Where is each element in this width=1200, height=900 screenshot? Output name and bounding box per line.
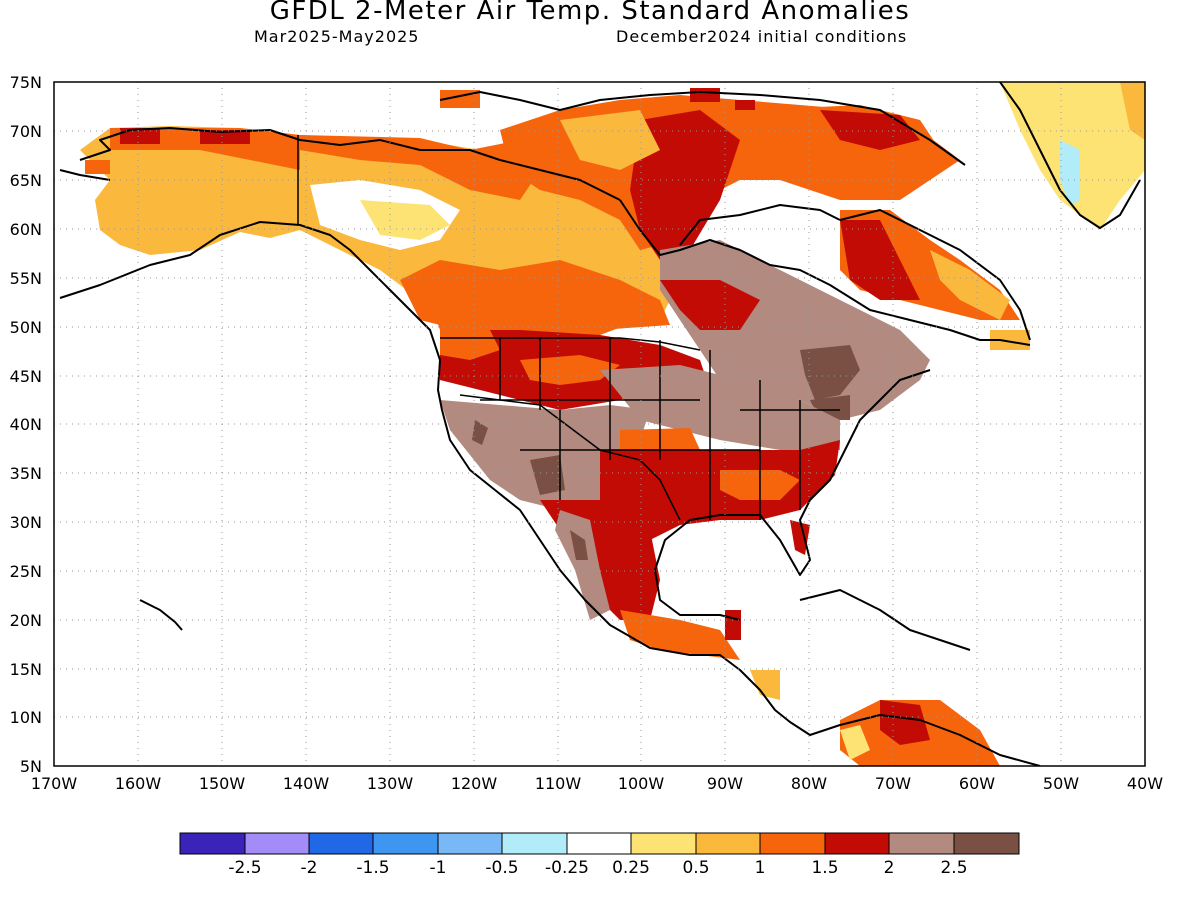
colorbar-swatch (953, 832, 1020, 855)
lat-label: 30N (10, 513, 42, 532)
lat-label: 55N (10, 269, 42, 288)
graticule (54, 82, 1145, 766)
lat-label: 60N (10, 220, 42, 239)
lat-label: 20N (10, 611, 42, 630)
lat-label: 25N (10, 562, 42, 581)
lat-label: 70N (10, 122, 42, 141)
lon-label: 120W (451, 774, 498, 793)
lat-label: 50N (10, 318, 42, 337)
lat-label: 75N (10, 73, 42, 92)
lon-label: 170W (31, 774, 78, 793)
lat-label: 5N (20, 757, 42, 776)
lon-label: 130W (367, 774, 414, 793)
colorbar-swatch (888, 832, 955, 855)
colorbar-label: -2.5 (228, 858, 261, 878)
lon-label: 110W (535, 774, 582, 793)
lon-label: 50W (1043, 774, 1079, 793)
colorbar-label: 0.25 (612, 858, 650, 878)
lat-label: 15N (10, 660, 42, 679)
colorbar-label: -1.5 (356, 858, 389, 878)
colorbar-swatch (759, 832, 826, 855)
colorbar-swatch (695, 832, 761, 855)
colorbar-label: 1 (755, 858, 766, 878)
lat-axis: 75N 70N 65N 60N 55N 50N 45N 40N 35N 30N … (10, 73, 42, 776)
map-title: GFDL 2-Meter Air Temp. Standard Anomalie… (269, 0, 911, 26)
lat-label: 35N (10, 464, 42, 483)
colorbar-swatch (630, 832, 697, 855)
lon-label: 70W (875, 774, 911, 793)
colorbar-labels: -2.5 -2 -1.5 -1 -0.5 -0.25 0.25 0.5 1 1.… (228, 858, 967, 878)
lon-axis: 170W 160W 150W 140W 130W 120W 110W 100W … (31, 774, 1163, 793)
colorbar-label: -0.25 (545, 858, 589, 878)
political-borders (297, 135, 840, 521)
colorbar-label: 0.5 (682, 858, 709, 878)
colorbar-label: 2.5 (940, 858, 967, 878)
colorbar-label: -1 (430, 858, 447, 878)
lon-label: 150W (199, 774, 246, 793)
lon-label: 160W (115, 774, 162, 793)
colorbar-swatch (308, 832, 374, 855)
lat-label: 45N (10, 367, 42, 386)
colorbar-swatch (437, 832, 503, 855)
colorbar-swatch (501, 832, 568, 855)
colorbar-label: 1.5 (811, 858, 838, 878)
lon-label: 80W (791, 774, 827, 793)
colorbar-label: -2 (301, 858, 318, 878)
lat-label: 40N (10, 415, 42, 434)
initial-conditions-label: December2024 initial conditions (616, 27, 908, 46)
colorbar-label: 2 (884, 858, 895, 878)
lon-label: 140W (283, 774, 330, 793)
lon-label: 90W (707, 774, 743, 793)
colorbar-label: -0.5 (485, 858, 518, 878)
colorbar-swatch (566, 832, 632, 855)
lon-label: 40W (1127, 774, 1163, 793)
lon-label: 60W (959, 774, 995, 793)
colorbar (179, 832, 1020, 855)
colorbar-swatch (824, 832, 890, 855)
lat-label: 10N (10, 708, 42, 727)
lat-label: 65N (10, 171, 42, 190)
lon-label: 100W (618, 774, 665, 793)
season-label: Mar2025-May2025 (254, 27, 420, 46)
colorbar-swatch (244, 832, 310, 855)
colorbar-swatch (372, 832, 439, 855)
colorbar-swatch (179, 832, 246, 855)
coastlines (59, 82, 1141, 766)
map-frame (53, 81, 1146, 767)
